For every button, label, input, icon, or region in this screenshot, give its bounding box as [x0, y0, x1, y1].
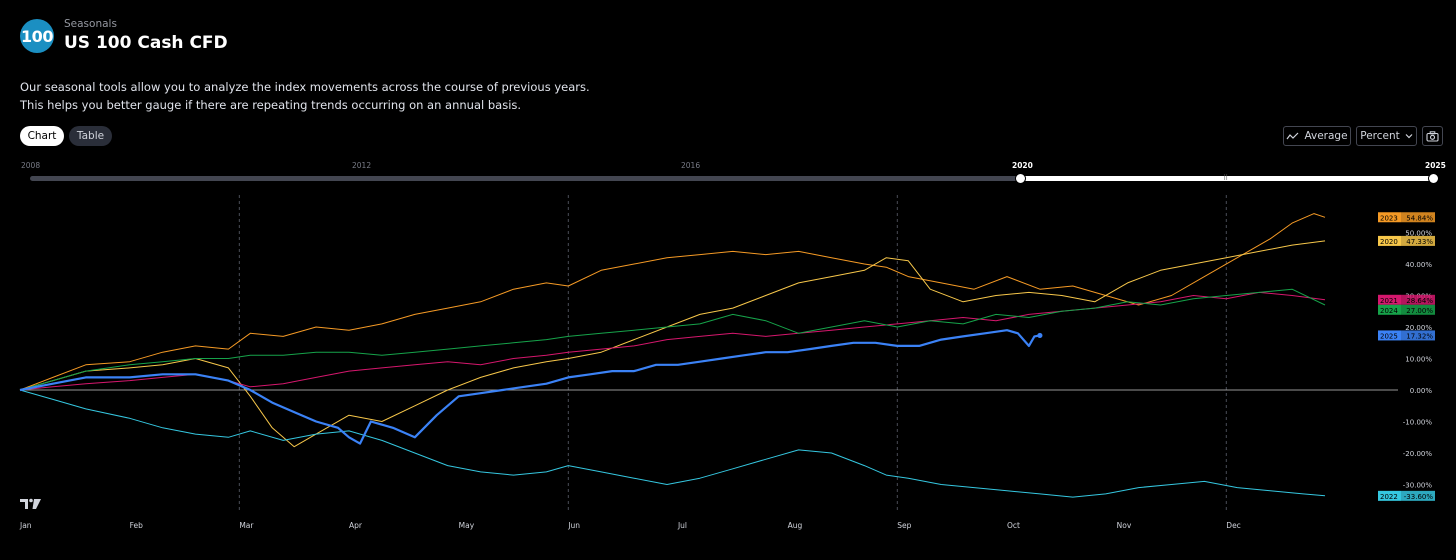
- tradingview-logo-icon: [20, 498, 41, 509]
- slider-handle-start[interactable]: [1015, 173, 1026, 184]
- line-chart-icon: [1286, 132, 1299, 139]
- slider-grip-icon[interactable]: ⠿: [1223, 174, 1229, 182]
- year-box-2024: [1378, 304, 1401, 315]
- year-text-2023: 2023: [1380, 214, 1398, 222]
- y-tick-label: 40.00%: [1405, 261, 1432, 269]
- x-tick-jan: Jan: [19, 521, 32, 530]
- y-tick-label: -10.00%: [1403, 419, 1433, 427]
- chevron-down-icon: [1405, 134, 1413, 139]
- x-tick-jun: Jun: [567, 521, 580, 530]
- year-tick-2025: 2025: [1425, 161, 1446, 170]
- series-line-2021: [19, 291, 1326, 391]
- snapshot-button[interactable]: [1422, 126, 1443, 146]
- average-button[interactable]: Average: [1283, 126, 1351, 146]
- x-tick-aug: Aug: [788, 521, 803, 530]
- year-slider-track[interactable]: [30, 176, 1434, 181]
- y-tick-label: 0.00%: [1410, 387, 1433, 395]
- value-text-2022: -33.60%: [1404, 493, 1434, 501]
- year-text-2025: 2025: [1380, 332, 1398, 340]
- y-tick-label: 20.00%: [1405, 324, 1432, 332]
- y-tick-label: 10.00%: [1405, 356, 1432, 364]
- x-tick-jul: Jul: [677, 521, 687, 530]
- last-value-label-2023: 2023 54.84%: [1378, 212, 1435, 223]
- x-tick-nov: Nov: [1117, 521, 1132, 530]
- description: Our seasonal tools allow you to analyze …: [20, 78, 590, 114]
- value-text-2024: 27.00%: [1406, 307, 1433, 315]
- year-tick-2016: 2016: [681, 161, 701, 170]
- series-line-2024: [19, 288, 1326, 391]
- y-tick-label: 50.00%: [1405, 230, 1432, 238]
- last-value-label-2024: 2024 27.00%: [1378, 304, 1435, 315]
- year-box-2023: [1378, 212, 1401, 223]
- year-text-2020: 2020: [1380, 238, 1398, 246]
- year-box-2025: [1378, 330, 1401, 341]
- series-line-2023: [19, 213, 1326, 391]
- y-tick-label: -30.00%: [1403, 482, 1433, 490]
- year-tick-2008: 2008: [21, 161, 41, 170]
- average-label: Average: [1304, 130, 1348, 142]
- y-tick-label: -20.00%: [1403, 450, 1433, 458]
- percent-label: Percent: [1360, 130, 1400, 142]
- year-tick-2020: 2020: [1012, 161, 1033, 170]
- value-text-2020: 47.33%: [1406, 238, 1433, 246]
- series-line-2020: [19, 240, 1326, 448]
- x-tick-apr: Apr: [349, 521, 363, 530]
- series-line-2022: [19, 389, 1326, 498]
- year-slider-range[interactable]: [1020, 176, 1434, 181]
- series-end-dot-2025: [1037, 332, 1043, 339]
- value-box-2023: [1401, 212, 1435, 223]
- year-box-2020: [1378, 235, 1401, 246]
- value-text-2023: 54.84%: [1406, 214, 1433, 222]
- last-value-label-2022: 2022 -33.60%: [1378, 490, 1435, 501]
- year-tick-2012: 2012: [352, 161, 372, 170]
- camera-icon: [1426, 130, 1439, 142]
- tab-table[interactable]: Table: [69, 126, 112, 146]
- x-tick-oct: Oct: [1007, 521, 1020, 530]
- year-text-2021: 2021: [1380, 297, 1398, 305]
- section-label: Seasonals: [64, 18, 117, 30]
- value-box-2020: [1401, 235, 1435, 246]
- x-tick-dec: Dec: [1226, 521, 1241, 530]
- series-line-2025: [19, 329, 1041, 445]
- symbol-logo: 100: [20, 19, 54, 53]
- value-text-2025: 17.32%: [1406, 332, 1433, 340]
- x-tick-feb: Feb: [130, 521, 144, 530]
- value-box-2022: [1401, 490, 1435, 501]
- year-text-2024: 2024: [1380, 307, 1398, 315]
- description-line-2: This helps you better gauge if there are…: [20, 98, 522, 112]
- last-value-label-2021: 2021 28.64%: [1378, 294, 1435, 305]
- x-tick-may: May: [459, 521, 475, 530]
- seasonal-chart[interactable]: Jan Feb Mar Apr May Jun Jul Aug Sep Oct Nov Dec 50.0…: [0, 190, 1456, 535]
- description-line-1: Our seasonal tools allow you to analyze …: [20, 80, 590, 94]
- x-tick-sep: Sep: [897, 521, 911, 530]
- year-text-2022: 2022: [1380, 493, 1398, 501]
- value-box-2024: [1401, 304, 1435, 315]
- value-text-2021: 28.64%: [1406, 297, 1433, 305]
- value-box-2021: [1401, 294, 1435, 305]
- percent-dropdown[interactable]: Percent: [1356, 126, 1417, 146]
- last-value-label-2025: 2025 17.32%: [1378, 330, 1435, 341]
- year-box-2021: [1378, 294, 1401, 305]
- slider-handle-end[interactable]: [1428, 173, 1439, 184]
- year-box-2022: [1378, 490, 1401, 501]
- tab-chart[interactable]: Chart: [20, 126, 64, 146]
- value-box-2025: [1401, 330, 1435, 341]
- page-title: US 100 Cash CFD: [64, 33, 228, 53]
- x-tick-mar: Mar: [239, 521, 254, 530]
- last-value-label-2020: 2020 47.33%: [1378, 235, 1435, 246]
